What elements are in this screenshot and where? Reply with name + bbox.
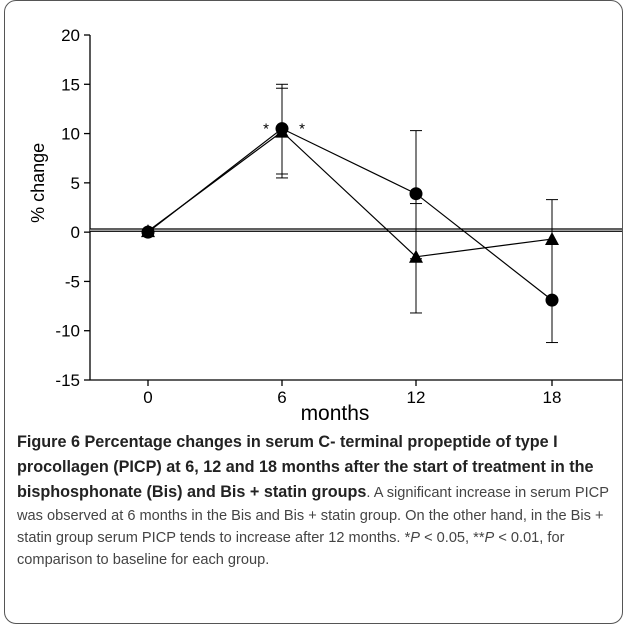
y-axis-title: % change [28,143,48,223]
series-2-point [409,249,423,263]
caption-body: . A significant increase in serum PICP w… [17,485,609,546]
series-2-point [545,232,559,246]
caption-title: Figure 6 Percentage changes in serum C- … [17,433,594,501]
p-symbol-2: P [484,530,495,546]
x-tick-label: 12 [407,388,426,407]
y-tick-label: 15 [61,75,80,94]
y-tick-label: 5 [71,174,80,193]
significance-marker: * [263,121,269,138]
series-2-line [147,130,553,258]
caption-pvalues: *P < 0.05, **P < 0.01, for comparison to… [17,530,564,568]
p2-suffix: < 0.01, for comparison to baseline for e… [17,530,565,568]
significance-marker: * [299,121,305,138]
x-tick-label: 18 [543,388,562,407]
p-symbol-1: P [410,530,421,546]
y-tick-label: 0 [71,223,80,242]
series-1-point [545,293,559,307]
x-tick-label: 0 [143,388,152,407]
y-tick-label: -10 [55,322,80,341]
x-tick-label: 6 [277,388,286,407]
series-2-point [275,124,289,138]
series-1-line [147,127,553,301]
figure-caption: Figure 6 Percentage changes in serum C- … [17,430,615,571]
series-2-point [141,224,155,238]
y-tick-label: -5 [65,272,80,291]
figure-frame [4,0,623,624]
x-axis-title: months [301,402,370,425]
y-tick-label: -15 [55,371,80,390]
p1-prefix: * [404,530,411,546]
y-tick-label: 20 [61,26,80,45]
p1-suffix: < 0.05, ** [420,530,485,546]
y-tick-label: 10 [61,125,80,144]
chart: 20 15 10 5 0 -5 -10 -15 0 6 12 18 months % change * * [28,26,622,425]
series-1-point [409,187,423,201]
